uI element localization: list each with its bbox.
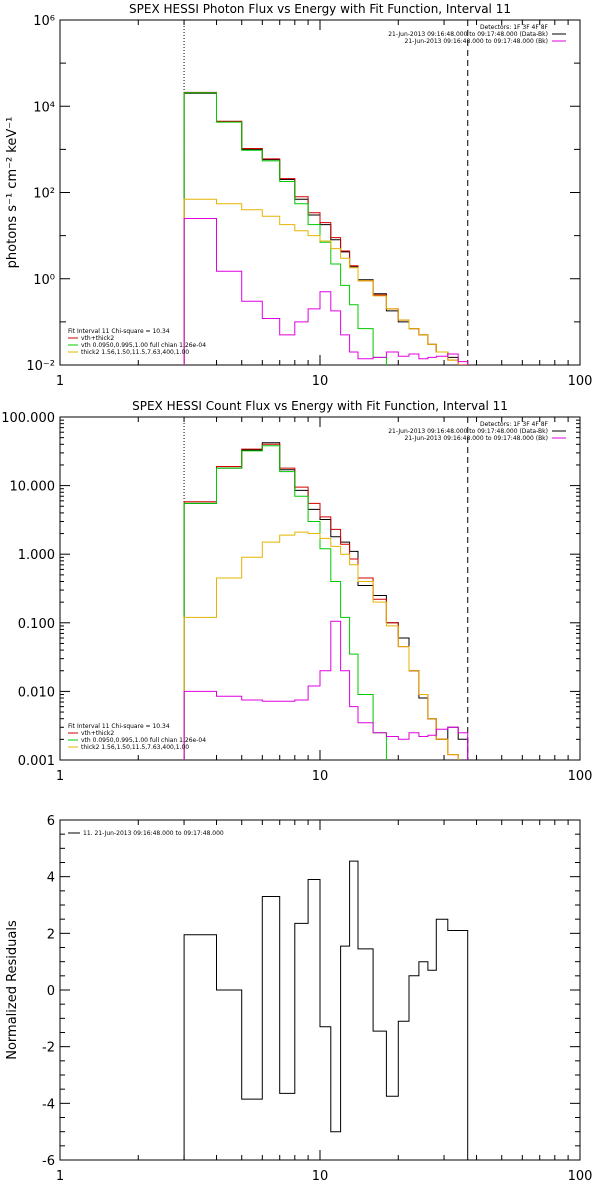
x-tick-label: 10 (312, 1169, 329, 1184)
y-tick-label: 10⁴ (33, 100, 55, 115)
legend-top-entry: Detectors: 1F 3F 4F 8F (480, 421, 549, 428)
y-tick-label: 0.100 (18, 617, 55, 632)
x-tick-label: 10 (312, 769, 329, 784)
x-tick-label: 100 (568, 1169, 593, 1184)
chart-3: 1 10 100 -6 -4 -2 0 2 4 6 Normalized Residuals 11. … (5, 814, 592, 1184)
x-tick-label: 100 (568, 374, 593, 389)
legend-bottom-entry: vth+thick2 (81, 335, 114, 342)
series-line-3 (183, 445, 387, 760)
y-tick-label: 0.010 (18, 685, 55, 700)
y-tick-label: -4 (42, 1097, 55, 1112)
chart-title: SPEX HESSI Photon Flux vs Energy with Fi… (129, 2, 511, 16)
series-line-1 (183, 442, 469, 760)
legend-bottom-entry: Fit Interval 11 Chi-square = 10.34 (68, 723, 170, 730)
series-line-1 (183, 860, 469, 1160)
series-line-5 (183, 218, 469, 365)
y-tick-label: 100.000 (1, 411, 55, 426)
series-layer (183, 860, 469, 1160)
series-line-2 (183, 91, 469, 365)
series-layer (183, 91, 469, 365)
legend-bottom-entry: thick2 1.56,1.50,11.5,7.63,400,1.00 (81, 349, 189, 356)
chart-1: SPEX HESSI Photon Flux vs Energy with Fi… (5, 2, 593, 389)
legend-bottom-entry: vth 0.0950,0.995,1.00 full chian 1.26e-0… (81, 737, 206, 744)
y-tick-label: -2 (42, 1041, 55, 1056)
legend-top-entry: Detectors: 1F 3F 4F 8F (480, 24, 549, 31)
y-tick-label: 10⁶ (33, 14, 55, 29)
x-tick-label: 1 (56, 1169, 64, 1184)
y-tick-label: 10² (33, 187, 55, 202)
y-tick-label: 2 (47, 927, 55, 942)
legend-bottom-entry: Fit Interval 11 Chi-square = 10.34 (68, 328, 170, 335)
x-tick-label: 10 (312, 374, 329, 389)
y-tick-label: 0 (47, 984, 55, 999)
plot-frame (59, 416, 581, 761)
series-line-4 (183, 198, 459, 365)
y-tick-label: 10⁻² (26, 359, 55, 374)
y-tick-label: 6 (47, 814, 55, 829)
x-tick-label: 1 (56, 374, 64, 389)
legend-top-entry: 21-Jun-2013 09:16:48.000 to 09:17:48.000… (388, 31, 548, 38)
series-layer (183, 442, 469, 760)
chart-2: SPEX HESSI Count Flux vs Energy with Fit… (1, 399, 593, 784)
legend-top-entry: 21-Jun-2013 09:16:48.000 to 09:17:48.000… (405, 435, 548, 442)
x-tick-label: 100 (568, 769, 593, 784)
y-axis-label: photons s⁻¹ cm⁻² keV⁻¹ (5, 117, 20, 269)
plot-frame (59, 19, 581, 366)
legend-top-entry: 21-Jun-2013 09:16:48.000 to 09:17:48.000… (388, 428, 548, 435)
chart-title: SPEX HESSI Count Flux vs Energy with Fit… (132, 399, 508, 413)
legend-bottom-entry: thick2 1.56,1.50,11.5,7.63,400,1.00 (81, 744, 189, 751)
y-tick-label: 0.001 (18, 754, 55, 769)
series-line-5 (183, 620, 469, 760)
y-tick-label: 10⁰ (33, 273, 55, 288)
legend-top-entry: 21-Jun-2013 09:16:48.000 to 09:17:48.000… (405, 38, 548, 45)
series-line-1 (183, 92, 469, 365)
legend-entry: 11. 21-Jun-2013 09:16:48.000 to 09:17:48… (83, 830, 224, 837)
x-tick-label: 1 (56, 769, 64, 784)
y-tick-label: -6 (42, 1154, 55, 1169)
y-tick-label: 4 (47, 871, 55, 886)
y-axis-label: Normalized Residuals (5, 920, 20, 1060)
series-line-3 (183, 92, 387, 365)
series-line-4 (183, 531, 459, 760)
y-tick-label: 1.000 (18, 548, 55, 563)
y-tick-label: 10.000 (10, 480, 56, 495)
legend-bottom-entry: vth+thick2 (81, 730, 114, 737)
series-line-2 (183, 443, 459, 760)
legend-bottom-entry: vth 0.0950,0.995,1.00 full chian 1.26e-0… (81, 342, 206, 349)
